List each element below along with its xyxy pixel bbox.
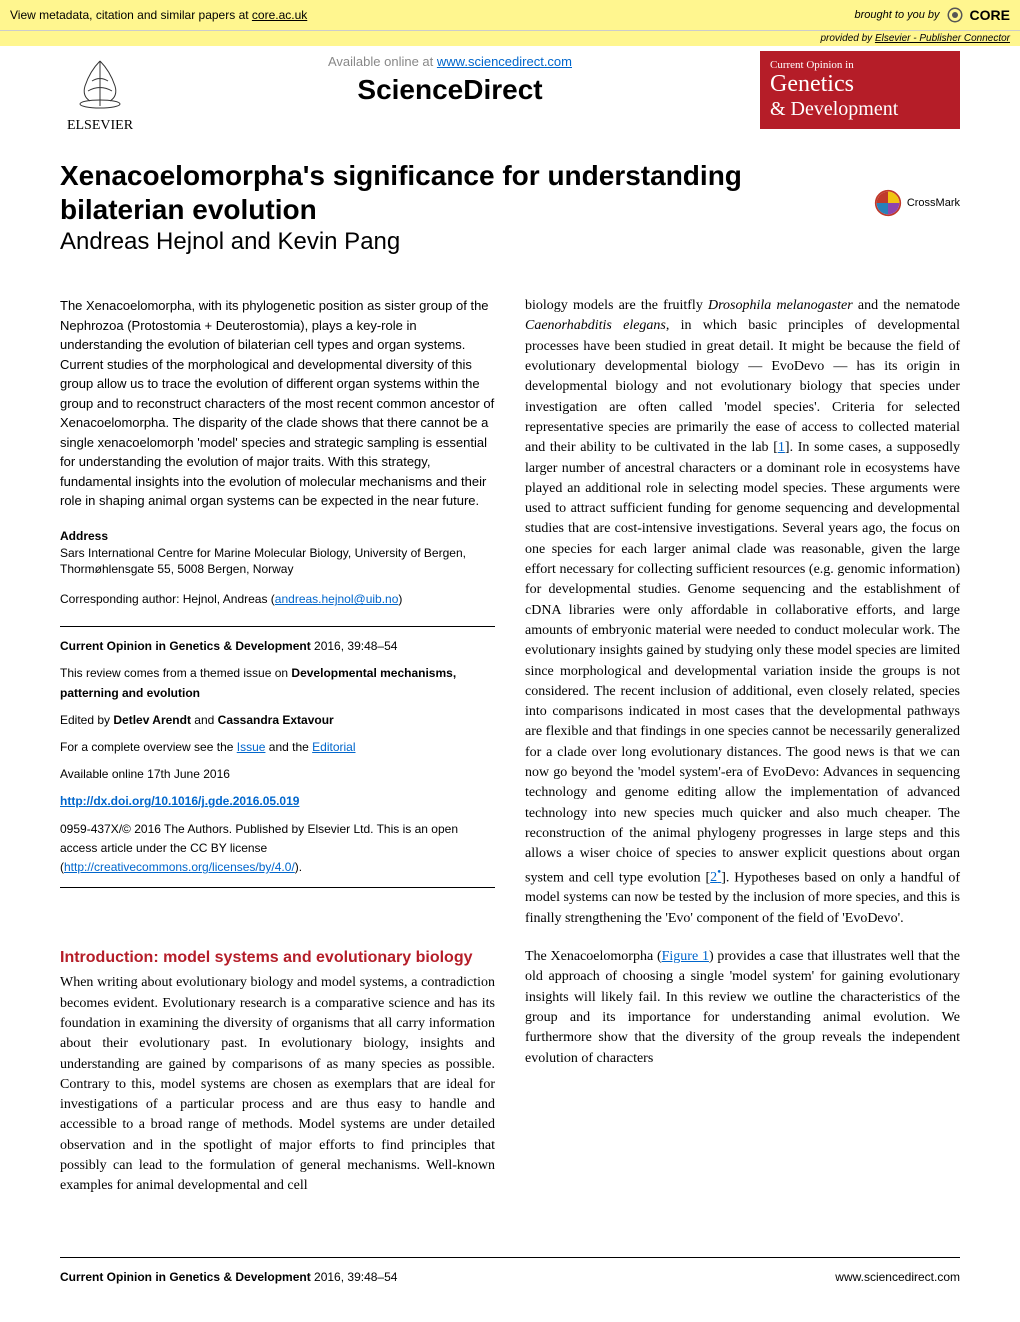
ref-1-link[interactable]: 1: [778, 440, 785, 455]
header-center: Available online at www.sciencedirect.co…: [140, 46, 760, 106]
journal-title-box: Current Opinion in Genetics & Developmen…: [760, 51, 960, 129]
two-column-layout: The Xenacoelomorpha, with its phylogenet…: [60, 296, 960, 1196]
provided-by-link[interactable]: Elsevier - Publisher Connector: [875, 33, 1010, 44]
journal-line3: & Development: [770, 98, 950, 121]
journal-line1: Current Opinion in: [770, 59, 950, 71]
doi-link[interactable]: http://dx.doi.org/10.1016/j.gde.2016.05.…: [60, 792, 495, 811]
abstract-text: The Xenacoelomorpha, with its phylogenet…: [60, 296, 495, 511]
sciencedirect-logo-text: ScienceDirect: [140, 74, 760, 106]
cc-license-link[interactable]: http://creativecommons.org/licenses/by/4…: [64, 860, 295, 874]
crossmark-badge[interactable]: CrossMark: [874, 189, 960, 217]
available-date: Available online 17th June 2016: [60, 765, 495, 784]
brought-to-you-text: brought to you by: [855, 9, 940, 21]
core-ac-link[interactable]: core.ac.uk: [252, 8, 307, 22]
right-column: biology models are the fruitfly Drosophi…: [525, 296, 960, 1196]
figure-1-link[interactable]: Figure 1: [662, 949, 709, 964]
title-block: Xenacoelomorpha's significance for under…: [60, 159, 874, 256]
footer-right: www.sciencedirect.com: [835, 1270, 960, 1284]
elsevier-logo: ELSEVIER: [60, 56, 140, 134]
elsevier-name: ELSEVIER: [60, 118, 140, 134]
provided-by-line: provided by Elsevier - Publisher Connect…: [0, 31, 1020, 46]
article-content: Xenacoelomorpha's significance for under…: [0, 144, 1020, 1227]
core-banner-right: brought to you by CORE: [855, 6, 1010, 24]
footer-left: Current Opinion in Genetics & Developmen…: [60, 1270, 397, 1284]
core-banner: View metadata, citation and similar pape…: [0, 0, 1020, 31]
sciencedirect-url-link[interactable]: www.sciencedirect.com: [437, 54, 572, 69]
core-banner-left: View metadata, citation and similar pape…: [10, 8, 307, 22]
editors-line: Edited by Detlev Arendt and Cassandra Ex…: [60, 711, 495, 730]
journal-reference: Current Opinion in Genetics & Developmen…: [60, 637, 495, 656]
right-para-1: biology models are the fruitfly Drosophi…: [525, 296, 960, 929]
journal-header: ELSEVIER Available online at www.science…: [0, 46, 1020, 144]
corresponding-author: Corresponding author: Hejnol, Andreas (a…: [60, 592, 495, 606]
page-footer: Current Opinion in Genetics & Developmen…: [60, 1257, 960, 1284]
elsevier-tree-icon: [60, 56, 140, 116]
editorial-link[interactable]: Editorial: [312, 740, 355, 754]
section-heading: Introduction: model systems and evolutio…: [60, 948, 495, 967]
issue-link[interactable]: Issue: [237, 740, 266, 754]
crossmark-label: CrossMark: [907, 197, 960, 209]
overview-line: For a complete overview see the Issue an…: [60, 738, 495, 757]
right-para-2: The Xenacoelomorpha (Figure 1) provides …: [525, 947, 960, 1069]
title-row: Xenacoelomorpha's significance for under…: [60, 159, 960, 256]
intro-body-left: When writing about evolutionary biology …: [60, 973, 495, 1196]
license-text: 0959-437X/© 2016 The Authors. Published …: [60, 820, 495, 878]
core-brand-text: CORE: [970, 7, 1010, 23]
address-text: Sars International Centre for Marine Mol…: [60, 545, 495, 579]
left-column: The Xenacoelomorpha, with its phylogenet…: [60, 296, 495, 1196]
ref-2-link[interactable]: 2•: [710, 870, 721, 885]
provided-by-prefix: provided by: [820, 33, 874, 44]
address-label: Address: [60, 529, 495, 543]
crossmark-icon: [874, 189, 902, 217]
journal-line2: Genetics: [770, 71, 950, 98]
article-title: Xenacoelomorpha's significance for under…: [60, 159, 874, 226]
article-authors: Andreas Hejnol and Kevin Pang: [60, 228, 874, 256]
available-online-text: Available online at www.sciencedirect.co…: [140, 54, 760, 69]
info-box: Current Opinion in Genetics & Developmen…: [60, 626, 495, 888]
themed-issue-line: This review comes from a themed issue on…: [60, 664, 495, 702]
core-metadata-text: View metadata, citation and similar pape…: [10, 8, 252, 22]
core-logo-icon: [946, 6, 964, 24]
corresponding-email-link[interactable]: andreas.hejnol@uib.no: [275, 592, 399, 606]
